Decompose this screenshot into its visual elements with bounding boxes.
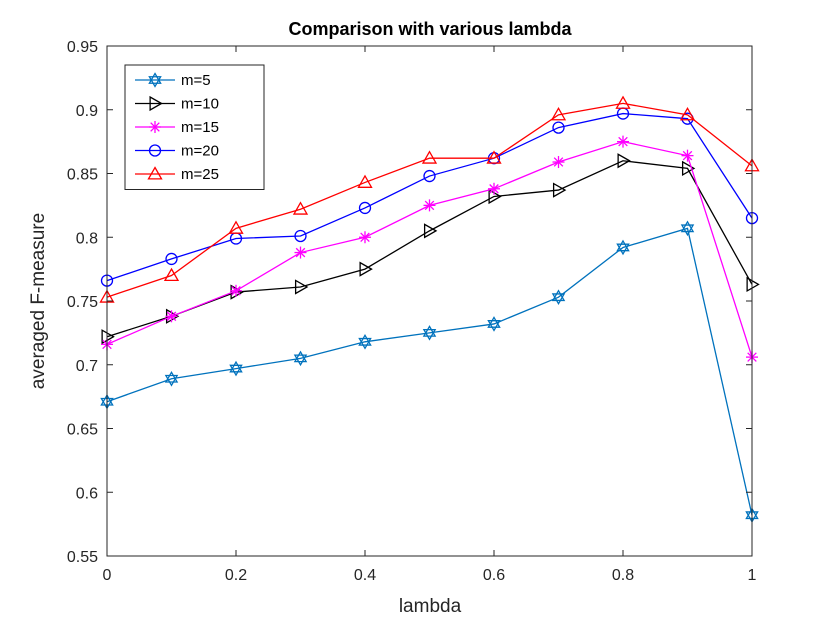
data-point-m-5 <box>487 316 501 332</box>
y-tick-label: 0.85 <box>67 167 98 184</box>
y-tick-label: 0.6 <box>76 485 98 502</box>
legend-marker-m-5 <box>148 72 162 88</box>
data-point-m-25 <box>421 150 438 164</box>
x-axis-label: lambda <box>399 596 462 617</box>
series-layer <box>99 95 760 523</box>
legend: m=5 m=10 m=15 m=20 m=25 <box>124 64 265 190</box>
data-point-m-5 <box>422 325 437 341</box>
series-line-m-20 <box>106 112 753 282</box>
data-point-m-5 <box>164 370 179 387</box>
data-point-m-5 <box>616 239 630 256</box>
data-point-m-25 <box>679 107 696 121</box>
data-point-m-15 <box>488 182 500 195</box>
data-point-m-5 <box>293 350 308 367</box>
data-point-m-10 <box>681 160 696 177</box>
legend-marker-m-25 <box>147 166 163 180</box>
legend-marker-m-15 <box>149 121 161 133</box>
x-tick-label: 0.6 <box>483 567 505 584</box>
series-line-m-25 <box>106 102 753 298</box>
y-tick-label: 0.75 <box>67 294 98 311</box>
data-point-m-15 <box>294 246 307 259</box>
data-point-m-10 <box>359 261 373 277</box>
data-point-m-5 <box>680 220 695 237</box>
data-point-m-25 <box>228 220 244 234</box>
axis-layer: 0 0.2 0.4 0.6 0.8 1 0.55 0.6 0.65 0.7 0.75 0.8 0.85 0… <box>67 39 757 584</box>
data-point-m-15 <box>552 156 565 169</box>
legend-label: m=15 <box>181 119 219 136</box>
data-point-m-20 <box>552 121 565 134</box>
data-point-m-10 <box>294 279 309 295</box>
data-point-m-20 <box>294 229 307 243</box>
data-point-m-10 <box>423 223 438 239</box>
data-point-m-15 <box>359 231 371 244</box>
legend-entry-m-15: m=15 <box>135 119 219 136</box>
data-point-m-15 <box>230 284 242 297</box>
y-tick-label: 0.9 <box>76 103 98 120</box>
x-tick-label: 1 <box>748 567 757 584</box>
data-point-m-25 <box>292 201 309 215</box>
y-tick-label: 0.8 <box>76 230 98 247</box>
x-tick-label: 0.2 <box>225 567 247 584</box>
y-axis-label: averaged F-measure <box>28 213 49 389</box>
plot-frame <box>106 45 753 557</box>
data-point-m-20 <box>358 201 372 215</box>
y-tick-label: 0.65 <box>67 422 98 439</box>
data-point-m-10 <box>101 329 115 345</box>
series-line-m-5 <box>106 227 753 516</box>
data-point-m-15 <box>165 310 178 323</box>
data-point-m-25 <box>550 107 567 121</box>
legend-entry-m-25: m=25 <box>135 166 219 183</box>
data-point-m-5 <box>551 289 566 305</box>
data-point-m-20 <box>165 252 178 266</box>
data-point-m-20 <box>423 169 436 183</box>
data-point-m-10 <box>488 188 502 205</box>
legend-entry-m-5: m=5 <box>135 72 211 89</box>
x-tick-label: 0 <box>103 567 112 584</box>
y-tick-label: 0.55 <box>67 549 98 566</box>
data-point-m-15 <box>681 149 694 162</box>
data-point-m-5 <box>358 334 372 350</box>
y-tick-label: 0.95 <box>67 39 98 56</box>
data-point-m-15 <box>423 199 436 212</box>
data-point-m-25 <box>486 150 502 164</box>
data-point-m-15 <box>617 135 629 148</box>
data-point-m-10 <box>617 153 631 169</box>
legend-label: m=25 <box>181 166 219 183</box>
chart-title: Comparison with various lambda <box>288 19 572 39</box>
x-tick-label: 0.8 <box>612 567 634 584</box>
data-point-m-25 <box>163 267 180 282</box>
legend-label: m=20 <box>181 143 219 160</box>
data-point-m-25 <box>615 95 631 109</box>
data-point-m-10 <box>552 182 567 198</box>
series-m-15 <box>101 135 758 364</box>
data-point-m-10 <box>746 276 760 293</box>
legend-entry-m-20: m=20 <box>135 143 219 160</box>
data-point-m-5 <box>229 360 243 377</box>
legend-marker-m-10 <box>149 95 163 112</box>
legend-label: m=10 <box>181 96 219 113</box>
y-tick-label: 0.7 <box>76 358 98 375</box>
data-point-m-25 <box>357 174 373 188</box>
legend-marker-m-20 <box>148 144 162 157</box>
legend-label: m=5 <box>181 72 211 89</box>
series-line-m-10 <box>106 160 753 338</box>
legend-entry-m-10: m=10 <box>135 96 219 113</box>
x-tick-label: 0.4 <box>354 567 376 584</box>
series-m-25 <box>99 95 760 303</box>
